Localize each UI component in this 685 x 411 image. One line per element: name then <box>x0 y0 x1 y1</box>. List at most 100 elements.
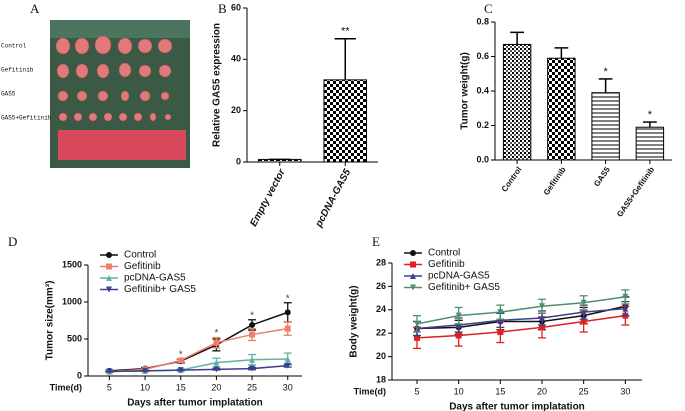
panel-label: C <box>484 1 493 16</box>
x-tick-label: 20 <box>211 382 221 392</box>
y-axis-label: Tumor weight(g) <box>460 52 471 130</box>
significance-mark: * <box>214 328 218 339</box>
marker <box>213 359 220 366</box>
x-tick-label: 15 <box>495 386 505 396</box>
y-tick-label: 1000 <box>62 296 82 306</box>
x-start-label: Time(d) <box>50 382 82 392</box>
marker <box>410 250 416 256</box>
marker <box>249 331 256 338</box>
significance-mark: * <box>286 293 290 304</box>
x-tick-label: 30 <box>283 382 293 392</box>
marker <box>622 305 629 312</box>
panel-label: E <box>372 234 380 249</box>
x-axis-label: Days after tumor implatation <box>449 402 585 411</box>
marker <box>213 339 220 346</box>
marker <box>106 368 113 375</box>
legend-label: Control <box>428 248 460 259</box>
x-tick-label: 15 <box>176 382 186 392</box>
marker <box>106 286 112 293</box>
marker <box>497 309 504 316</box>
photo-bg <box>50 20 190 38</box>
y-tick-label: 0 <box>236 156 241 166</box>
y-tick-label: 0.6 <box>476 51 489 61</box>
marker <box>410 261 416 268</box>
panel-label: B <box>218 1 227 16</box>
photo-row-label: GAS5+Gefitinib <box>1 115 52 122</box>
y-tick-label: 20 <box>376 351 386 361</box>
significance-mark: * <box>603 66 608 78</box>
photo-row-label: Gefitinib <box>1 67 34 74</box>
y-tick-label: 0.2 <box>476 120 489 130</box>
y-tick-label: 1500 <box>62 259 82 269</box>
y-tick-label: 20 <box>231 105 241 115</box>
y-tick-label: 0.4 <box>476 85 489 95</box>
legend-label: Gefitinib <box>124 261 161 272</box>
bar <box>591 92 620 161</box>
marker <box>414 320 420 327</box>
legend-label: Control <box>124 250 156 261</box>
x-start-label: Time(d) <box>354 386 386 396</box>
x-axis-label: Days after tumor implatation <box>127 398 263 409</box>
x-tick-label: 10 <box>454 386 464 396</box>
marker <box>497 329 504 336</box>
photo-row-label: Control <box>1 43 27 50</box>
y-tick-label: 0.8 <box>476 16 489 26</box>
series-line <box>416 305 626 330</box>
legend-label: Gefitinib+ GAS5 <box>428 282 500 293</box>
y-tick-label: 500 <box>67 333 82 343</box>
y-tick-label: 40 <box>231 54 241 64</box>
x-tick-label: 20 <box>537 386 547 396</box>
y-tick-label: 0 <box>77 370 82 380</box>
series-line <box>416 314 626 339</box>
x-tick-label: 10 <box>140 382 150 392</box>
significance-mark: * <box>179 350 183 361</box>
marker <box>455 312 462 319</box>
series-line <box>416 296 626 325</box>
marker <box>249 321 256 328</box>
y-tick-label: 18 <box>376 374 386 384</box>
series-line <box>109 364 288 373</box>
marker <box>539 303 545 310</box>
x-tick-label: Empty vector <box>248 167 288 229</box>
marker <box>580 299 587 306</box>
x-tick-label: 5 <box>107 382 112 392</box>
y-axis-label: Tumor size(mm³) <box>45 281 56 361</box>
marker <box>455 332 462 339</box>
legend-label: Gefitinib+ GAS5 <box>124 284 196 295</box>
marker <box>539 314 545 321</box>
significance-mark: * <box>648 109 653 121</box>
marker <box>284 325 291 332</box>
series-line <box>109 327 288 373</box>
x-tick-label: Control <box>500 165 524 193</box>
legend-label: pcDNA-GAS5 <box>428 271 490 282</box>
y-tick-label: 24 <box>376 304 386 314</box>
marker <box>580 309 587 316</box>
series-line <box>109 311 288 372</box>
marker <box>106 252 112 258</box>
marker <box>414 334 420 341</box>
photo-row-label: GAS5 <box>1 91 16 98</box>
marker <box>284 355 291 362</box>
marker <box>539 324 545 331</box>
y-tick-label: 0.0 <box>476 154 489 164</box>
marker <box>177 357 184 364</box>
marker <box>410 284 416 291</box>
y-axis-label: Relative GAS5 expression <box>212 23 223 147</box>
series-line <box>416 307 626 330</box>
tumors <box>55 35 173 122</box>
ruler <box>58 130 186 160</box>
marker <box>106 275 112 281</box>
y-axis-label: Body weight(g) <box>349 285 360 357</box>
bar <box>547 57 576 161</box>
marker <box>213 366 220 373</box>
significance-mark: ** <box>341 26 350 38</box>
marker <box>410 273 416 279</box>
marker <box>580 318 587 325</box>
y-tick-label: 28 <box>376 257 386 267</box>
panel-label: D <box>8 234 17 249</box>
bar <box>502 43 532 161</box>
x-tick-label: pcDNA-GAS5 <box>313 167 353 230</box>
significance-mark: * <box>250 310 254 321</box>
marker <box>142 367 149 374</box>
